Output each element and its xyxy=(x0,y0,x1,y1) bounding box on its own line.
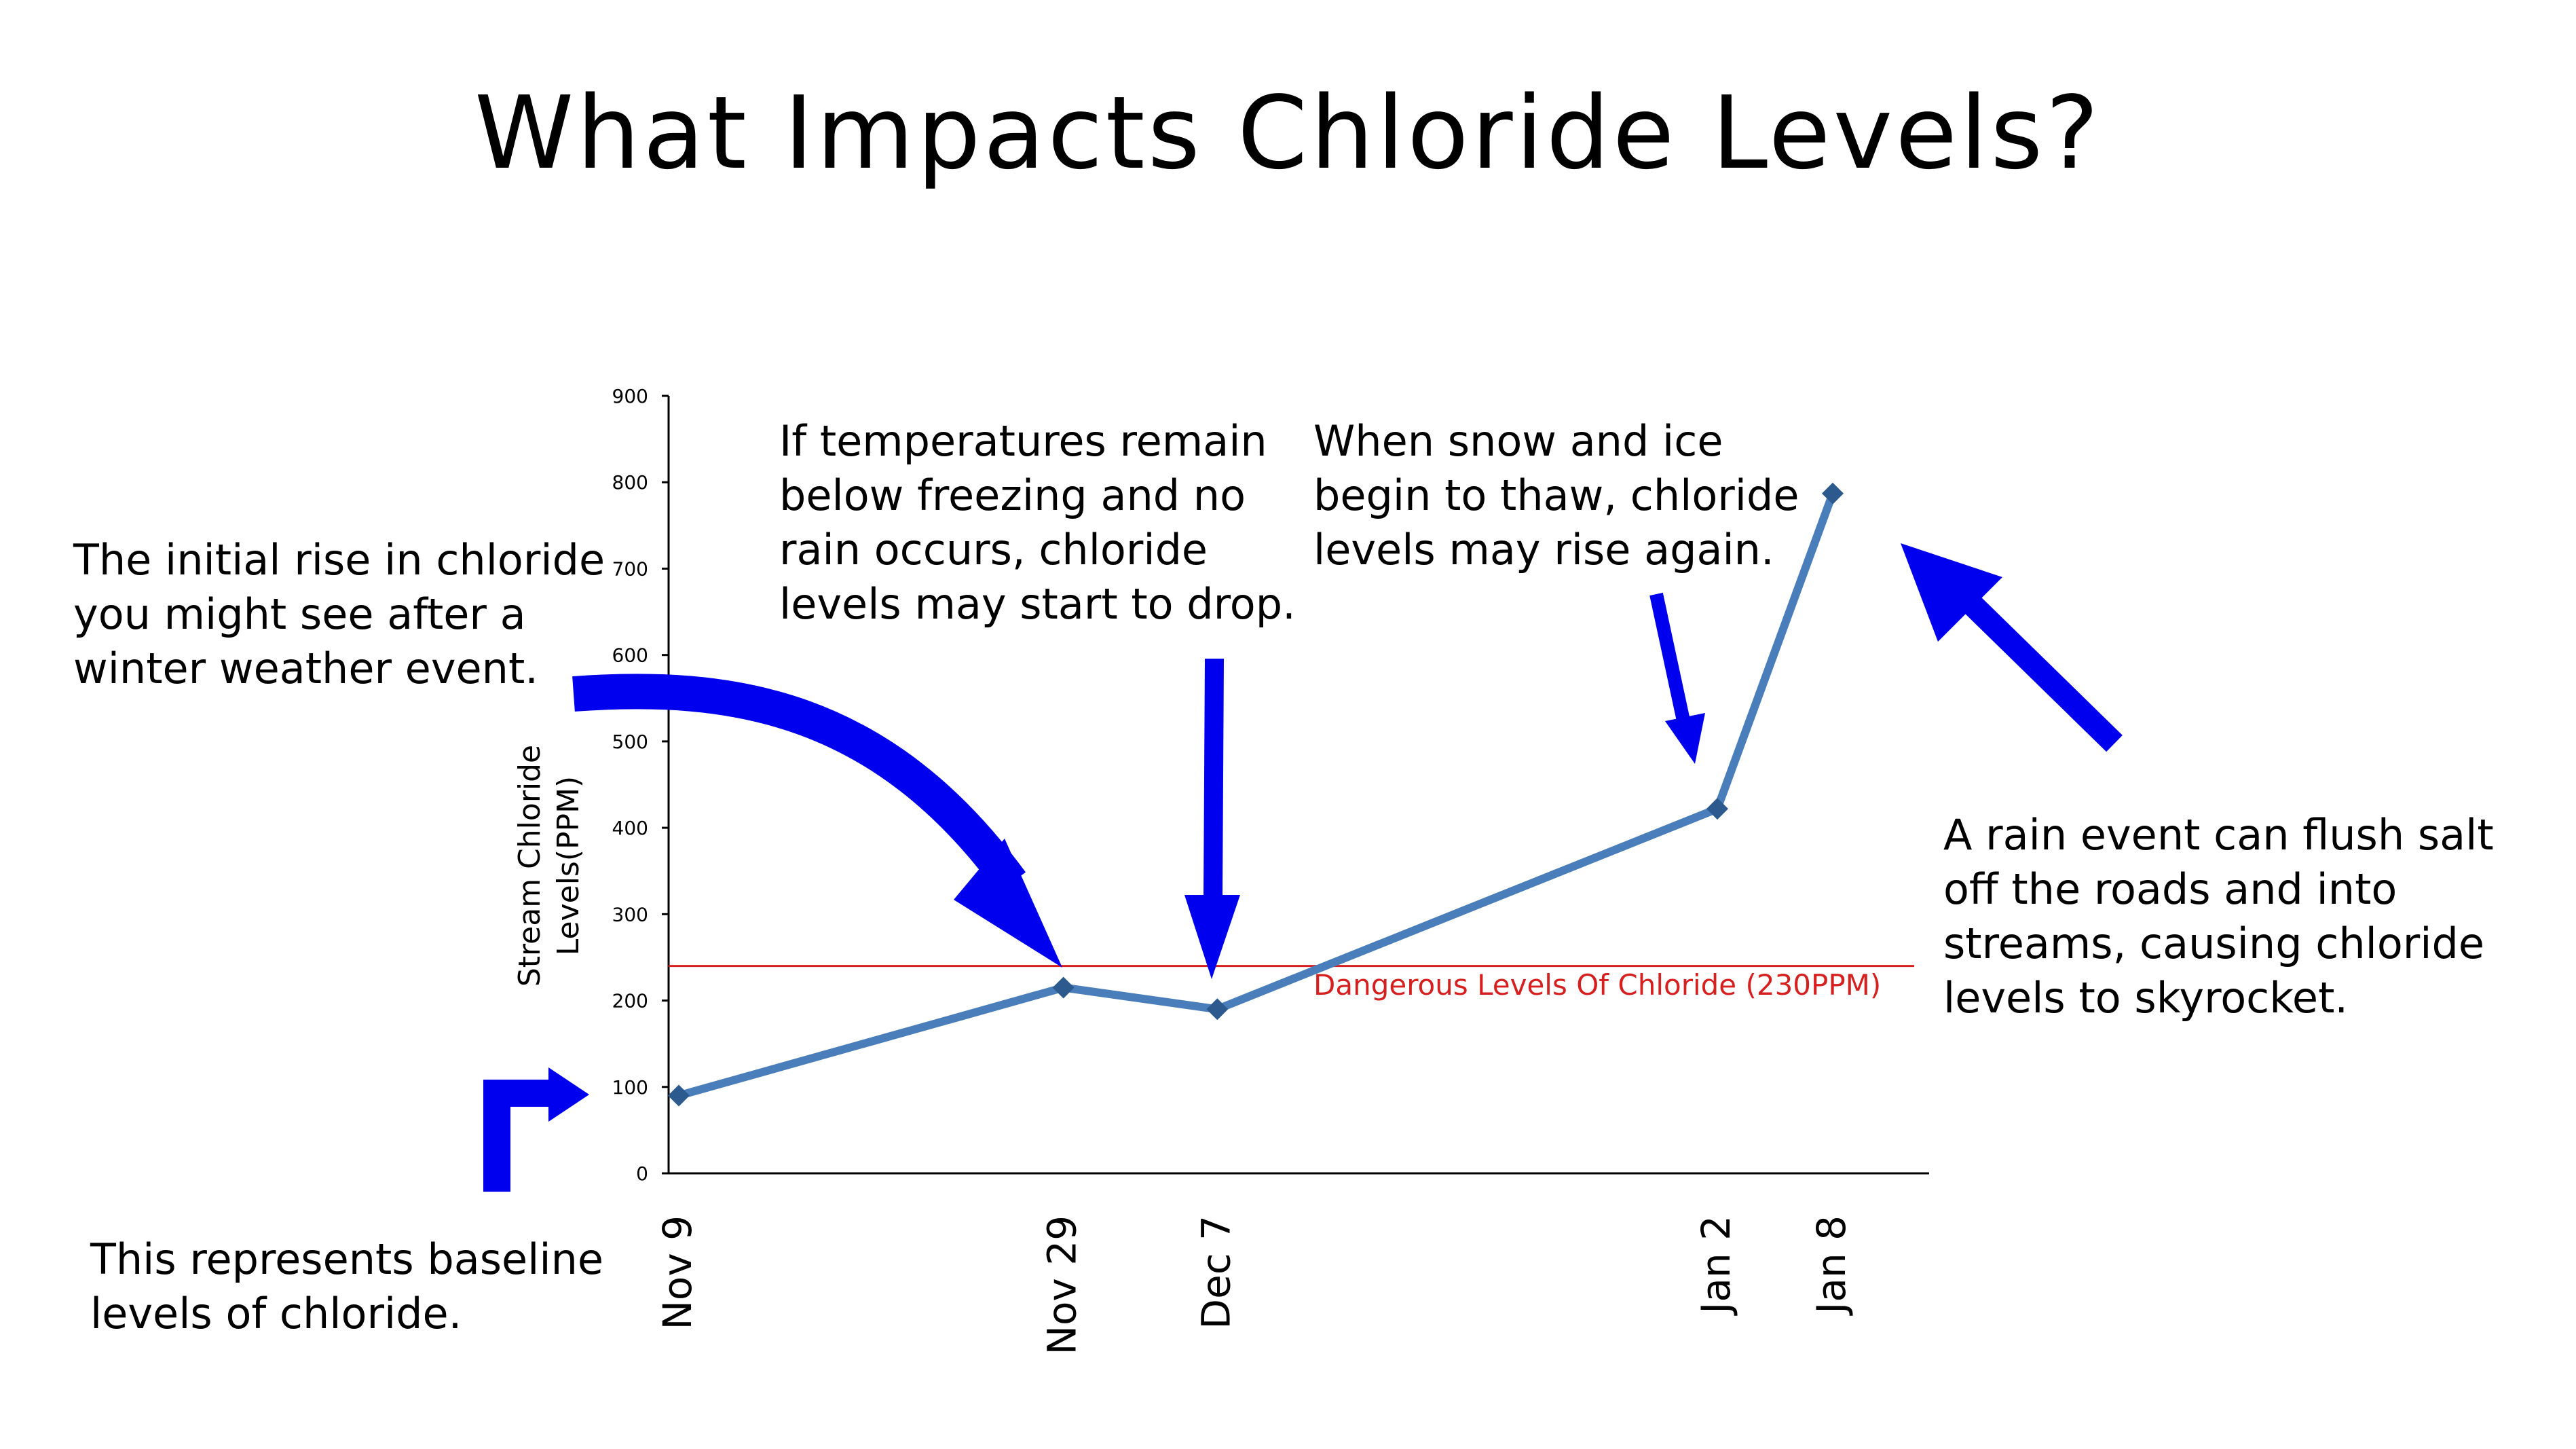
annotation-below-freezing: If temperatures remain below freezing an… xyxy=(779,416,1296,629)
data-point xyxy=(668,1084,690,1107)
y-ticks: 0 100 200 300 400 500 600 700 800 900 xyxy=(612,385,669,1185)
annotation-thaw: When snow and ice begin to thaw, chlorid… xyxy=(1313,416,1799,574)
up-left-arrow-head-icon xyxy=(1901,543,2002,642)
x-tick-label: Nov 29 xyxy=(1039,1215,1085,1355)
x-tick-labels: Nov 9 Nov 29 Dec 7 Jan 2 Jan 8 xyxy=(654,1215,1854,1355)
data-point xyxy=(1206,998,1229,1021)
series-line xyxy=(677,492,1837,1100)
thin-down-arrow-head-icon xyxy=(1665,713,1705,764)
curved-arrow-head-icon xyxy=(954,839,1062,968)
chart-axes xyxy=(667,396,1929,1175)
baseline-arrow-bar-icon xyxy=(483,1080,551,1107)
y-tick-label: 600 xyxy=(612,644,648,667)
x-tick-label: Jan 8 xyxy=(1808,1215,1854,1316)
y-tick-label: 300 xyxy=(612,903,648,925)
baseline-arrow-head-icon xyxy=(548,1067,589,1122)
x-tick-label: Dec 7 xyxy=(1193,1215,1239,1329)
data-point xyxy=(1706,798,1728,820)
thin-down-arrow-icon xyxy=(1649,592,1692,732)
y-axis-title-line-2: Levels(PPM) xyxy=(551,776,586,955)
data-point xyxy=(1052,976,1075,999)
x-tick-label: Nov 9 xyxy=(654,1215,701,1330)
y-tick-label: 700 xyxy=(612,557,648,580)
y-axis-title-line-1: Stream Chloride xyxy=(512,745,547,987)
annotation-rain-event: A rain event can flush salt off the road… xyxy=(1943,810,2494,1023)
y-tick-label: 900 xyxy=(612,385,648,407)
data-point xyxy=(1822,482,1844,505)
data-markers xyxy=(668,482,1844,1107)
curved-arrow-icon xyxy=(572,674,1026,894)
annotation-baseline: This represents baseline levels of chlor… xyxy=(90,1234,604,1338)
threshold-label: Dangerous Levels Of Chloride (230PPM) xyxy=(1313,968,1881,1002)
page-title: What Impacts Chloride Levels? xyxy=(474,75,2102,191)
x-tick-label: Jan 2 xyxy=(1693,1215,1739,1316)
y-tick-label: 200 xyxy=(612,990,648,1012)
y-tick-label: 400 xyxy=(612,817,648,839)
down-arrow-icon xyxy=(1184,659,1240,979)
y-tick-label: 100 xyxy=(612,1076,648,1099)
arrows xyxy=(483,543,2123,1192)
up-left-arrow-icon xyxy=(1960,592,2123,752)
annotation-initial-rise: The initial rise in chloride you might s… xyxy=(73,535,605,693)
y-tick-label: 0 xyxy=(636,1162,648,1185)
y-tick-label: 800 xyxy=(612,471,648,494)
y-tick-label: 500 xyxy=(612,731,648,753)
